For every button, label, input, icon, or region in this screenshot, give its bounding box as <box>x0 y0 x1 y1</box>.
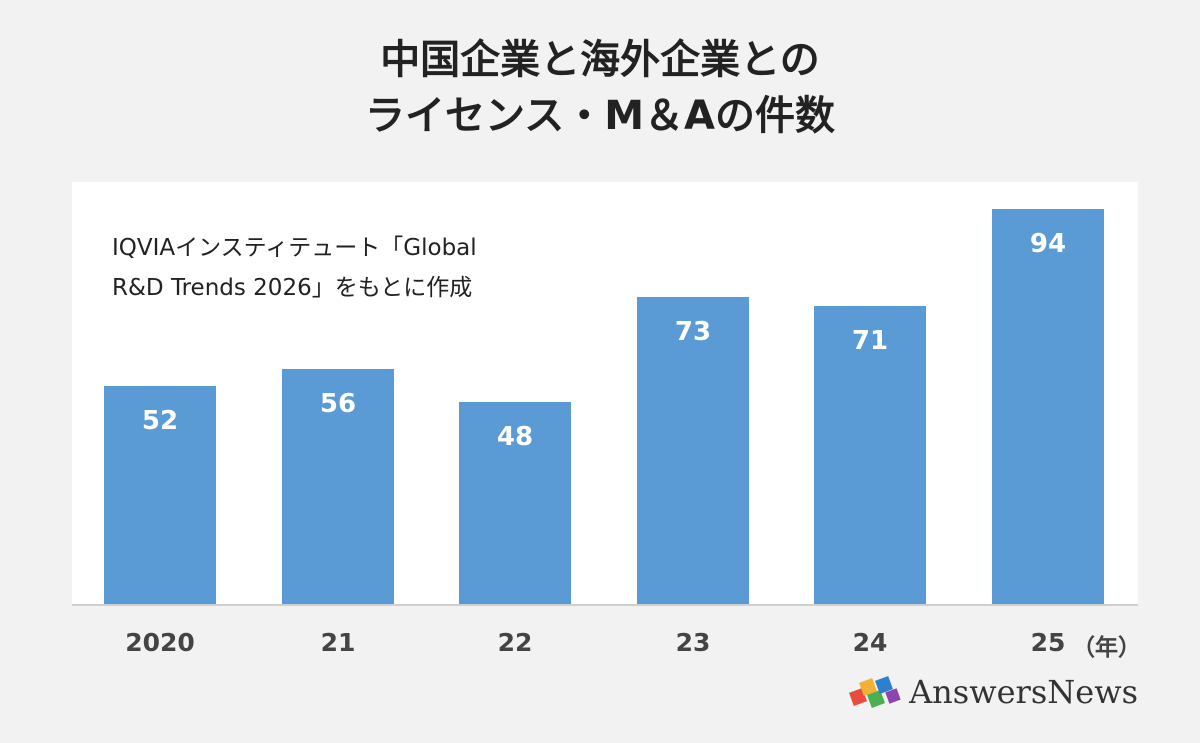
brand-name: AnswersNews <box>909 673 1138 711</box>
x-tick-label-2020: 2020 <box>125 628 195 657</box>
bar-22 <box>459 402 571 604</box>
bar-value-label-2020: 52 <box>141 405 179 436</box>
bar-24 <box>814 305 926 604</box>
bar-23 <box>637 297 749 604</box>
x-tick-label-25: 25 <box>1030 628 1066 657</box>
x-axis-baseline <box>72 604 1138 606</box>
x-axis-unit: （年） <box>1072 635 1141 661</box>
chart-title-line2: ライセンス・M＆Aの件数 <box>365 93 835 139</box>
bar-21 <box>282 368 394 604</box>
bar-value-label-24: 71 <box>851 325 889 356</box>
bar-value-label-21: 56 <box>319 388 357 419</box>
bar-value-label-23: 73 <box>674 317 712 348</box>
bar-2020 <box>104 385 216 604</box>
plot-area <box>72 182 1138 606</box>
x-tick-label-21: 21 <box>320 628 356 657</box>
x-tick-label-24: 24 <box>852 628 888 657</box>
bar-value-label-22: 48 <box>496 422 534 453</box>
chart-title-line1: 中国企業と海外企業との <box>380 37 820 83</box>
source-note-line2: R&D Trends 2026」をもとに作成 <box>112 275 473 301</box>
bar-25 <box>992 209 1104 604</box>
bar-value-label-25: 94 <box>1029 229 1067 260</box>
x-tick-label-23: 23 <box>675 628 711 657</box>
brand-logo: AnswersNews <box>847 672 1138 712</box>
puzzle-logo-icon <box>849 676 901 708</box>
source-note: IQVIAインスティテュート「Global R&D Trends 2026」をも… <box>112 228 477 308</box>
x-tick-label-22: 22 <box>497 628 533 657</box>
source-note-line1: IQVIAインスティテュート「Global <box>112 235 477 261</box>
